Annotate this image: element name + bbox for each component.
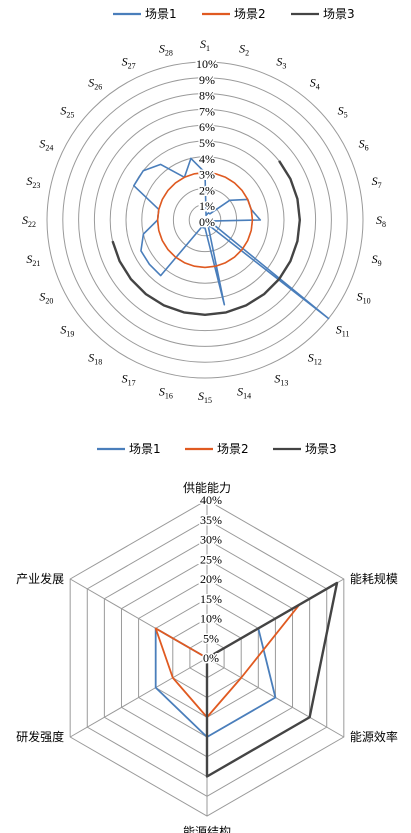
chart1-legend-label: 场景1 (145, 7, 177, 21)
chart1-category-label: S11 (336, 323, 350, 339)
chart2-tick-label: 5% (203, 631, 219, 645)
chart2-legend-label: 场景2 (217, 442, 249, 456)
chart1-category-label: S9 (372, 252, 382, 268)
chart1-category-label: S7 (372, 174, 382, 190)
chart2-tick-label: 40% (200, 493, 222, 507)
chart2-tick-label: 0% (203, 651, 219, 665)
chart1-grid-ring (62, 77, 348, 363)
chart1-category-label: S12 (308, 351, 322, 367)
chart2-tick-label: 30% (200, 533, 222, 547)
chart1-category-label: S24 (39, 137, 53, 153)
chart1-category-label: S28 (159, 41, 173, 57)
chart1-category-label: S14 (237, 385, 251, 401)
chart1-category-label: S23 (26, 174, 40, 190)
chart1-category-label: S17 (122, 372, 136, 388)
chart1-category-label: S22 (22, 213, 36, 229)
chart2-tick-label: 15% (200, 592, 222, 606)
chart2-category-label: 产业发展 (16, 571, 64, 586)
chart1-tick-label: 9% (199, 73, 215, 87)
chart1-category-label: S20 (39, 289, 53, 305)
chart2-tick-label: 35% (200, 513, 222, 527)
chart2-category-label: 研发强度 (16, 729, 64, 744)
chart1-category-label: S10 (357, 289, 371, 305)
chart1-category-label: S2 (239, 41, 249, 57)
chart1-category-label: S19 (60, 323, 74, 339)
chart1-legend-label: 场景3 (323, 7, 355, 21)
chart1-category-label: S21 (26, 252, 40, 268)
chart2-legend: 场景1 场景2 场景3 (97, 442, 337, 456)
chart2-category-label: 能源效率 (350, 729, 398, 744)
chart2-grid-spoke (69, 657, 208, 738)
chart1-tick-label: 0% (199, 215, 215, 229)
chart1-category-label: S25 (60, 103, 74, 119)
chart1-category-label: S15 (198, 389, 212, 405)
chart2-category-label: 能源结构 (183, 824, 231, 833)
chart1-category-labels: S1 S2 S3 S4 S5 S6 S7 S8 S9 S10 S11 S12 S13 S14 S15 S16 S… (22, 37, 386, 405)
chart1-grid-ring (125, 140, 285, 300)
chart1-tick-label: 3% (199, 168, 215, 182)
chart1-category-label: S27 (122, 54, 136, 70)
chart1-category-label: S13 (274, 372, 288, 388)
chart2-series-line (205, 581, 339, 778)
chart1-tick-label: 7% (199, 104, 215, 118)
chart2-category-label: 能耗规模 (350, 571, 398, 586)
chart2: 0% 5% 10% 15% 20% 25% 30% 35% 40%供能能力能耗规模能源效率能源结… (16, 481, 398, 833)
chart1-grid (46, 61, 364, 379)
chart2-tick-label: 25% (200, 552, 222, 566)
chart1-tick-label: 4% (199, 152, 215, 166)
chart1-legend: 场景1 场景2 场景3 (113, 7, 355, 21)
chart2-category-label: 供能能力 (183, 481, 231, 495)
chart1-category-label: S3 (276, 54, 286, 70)
chart2-tick-labels: 0% 5% 10% 15% 20% 25% 30% 35% 40% (199, 492, 224, 667)
chart1-grid-ring (78, 93, 332, 347)
chart1-category-label: S8 (376, 213, 386, 229)
chart1-tick-label: 2% (199, 183, 215, 197)
chart1-category-label: S26 (88, 75, 102, 91)
chart1-category-label: S16 (159, 385, 173, 401)
chart1-grid-ring (141, 156, 269, 284)
chart1-series-line (111, 160, 301, 316)
chart1-legend-label: 场景2 (234, 7, 266, 21)
chart1-series-line (133, 157, 330, 320)
chart1: 0%1%2%3%4%5%6%7%8%9%10%S1 S2S3S4S5S6S7S8S… (22, 37, 386, 405)
chart1-category-label: S6 (359, 137, 369, 153)
chart2-tick-label: 10% (200, 612, 222, 626)
chart2-tick-label: 20% (200, 572, 222, 586)
chart1-tick-label: 6% (199, 120, 215, 134)
chart1-category-label: S1 (200, 37, 210, 53)
chart1-category-label: S18 (88, 351, 102, 367)
chart2-legend-label: 场景3 (305, 442, 337, 456)
chart1-grid-ring (93, 108, 317, 332)
chart1-grid-ring (46, 61, 364, 379)
chart2-legend-label: 场景1 (129, 442, 161, 456)
chart1-category-label: S5 (338, 103, 348, 119)
chart1-category-label: S4 (310, 75, 320, 91)
chart1-tick-labels: 0% 1% 2%3% 4% 5% 6% 7%8% 9% 10% (195, 56, 220, 231)
chart1-tick-label: 5% (199, 136, 215, 150)
chart1-tick-label: 8% (199, 89, 215, 103)
chart1-series-line (156, 171, 254, 269)
chart1-tick-label: 10% (196, 57, 218, 71)
chart1-tick-label: 1% (199, 199, 215, 213)
